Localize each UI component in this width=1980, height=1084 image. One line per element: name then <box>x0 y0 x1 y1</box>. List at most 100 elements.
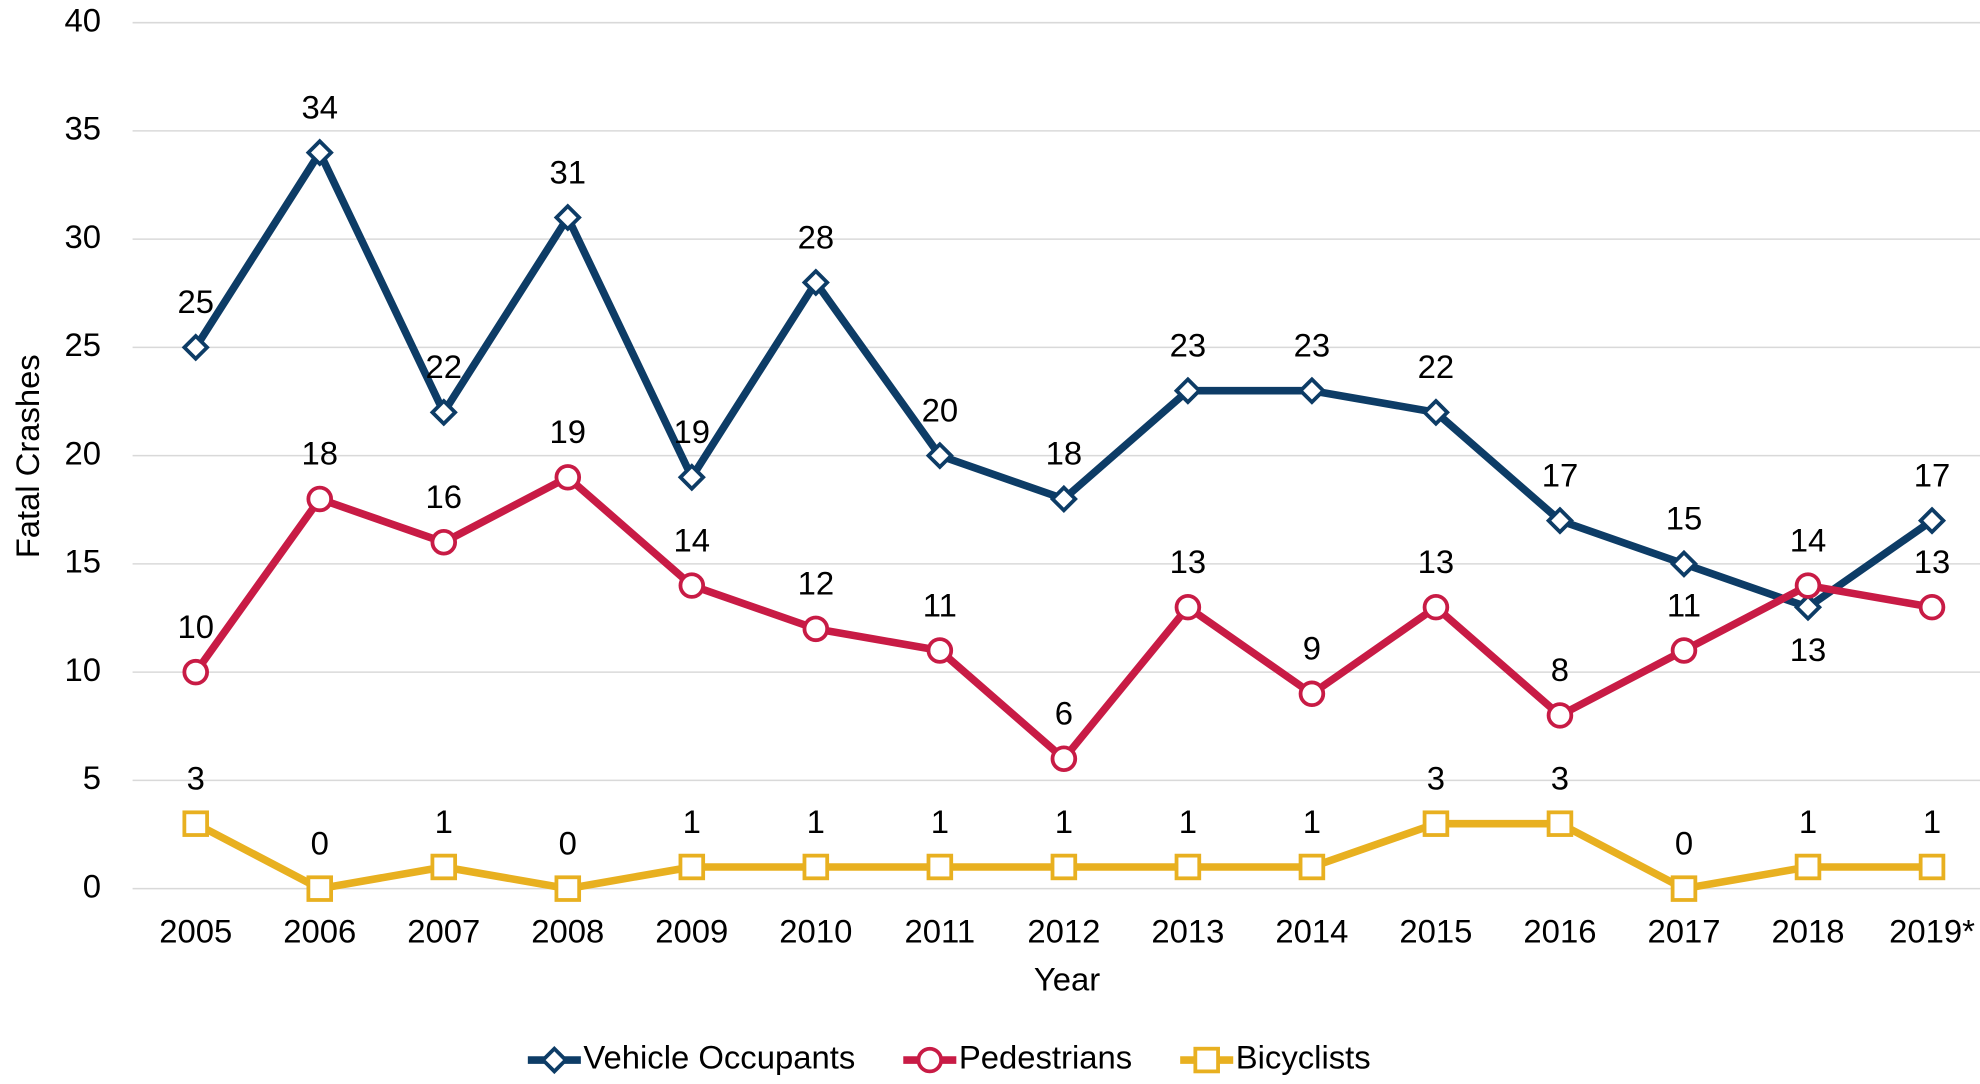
data-label: 11 <box>923 586 957 623</box>
marker <box>182 810 209 837</box>
marker <box>182 658 209 686</box>
legend-label: Pedestrians <box>959 1039 1132 1076</box>
data-label: 15 <box>1666 500 1703 537</box>
data-label: 3 <box>1551 760 1569 797</box>
data-label: 19 <box>550 413 587 450</box>
marker <box>926 853 954 881</box>
x-tick-label: 2019* <box>1889 913 1975 950</box>
y-tick-label: 35 <box>65 110 102 147</box>
data-label: 17 <box>1542 456 1579 493</box>
marker <box>1918 853 1946 881</box>
data-label: 22 <box>426 348 463 385</box>
y-tick-label: 20 <box>65 434 102 471</box>
data-label: 31 <box>550 153 587 190</box>
legend-item: Bicyclists <box>1180 1039 1371 1076</box>
marker <box>1173 376 1202 405</box>
legend-label: Vehicle Occupants <box>583 1039 855 1076</box>
data-label: 22 <box>1418 348 1455 385</box>
legend-item: Vehicle Occupants <box>527 1039 855 1076</box>
data-label: 12 <box>798 565 835 602</box>
legend-marker <box>540 1046 569 1075</box>
marker <box>1049 484 1078 513</box>
data-label: 0 <box>311 824 329 861</box>
y-axis-title: Fatal Crashes <box>9 354 46 558</box>
y-tick-label: 30 <box>65 218 102 255</box>
marker <box>305 138 334 167</box>
marker <box>553 203 582 232</box>
marker <box>1669 549 1699 578</box>
data-label: 20 <box>922 391 959 428</box>
data-label: 1 <box>931 803 949 840</box>
marker <box>430 853 458 881</box>
marker <box>1174 593 1202 621</box>
marker <box>1793 593 1823 622</box>
data-label: 1 <box>683 803 701 840</box>
marker <box>429 398 458 427</box>
data-label: 23 <box>1170 327 1207 364</box>
marker <box>677 463 706 492</box>
data-label: 13 <box>1790 631 1827 668</box>
marker <box>1546 810 1574 837</box>
x-tick-label: 2012 <box>1027 913 1100 950</box>
x-tick-label: 2016 <box>1523 913 1596 950</box>
marker <box>430 529 458 556</box>
data-label: 1 <box>807 803 825 840</box>
marker <box>1917 506 1947 535</box>
data-label: 28 <box>798 218 835 255</box>
x-tick-label: 2014 <box>1275 913 1348 950</box>
x-tick-label: 2015 <box>1399 913 1472 950</box>
x-tick-label: 2013 <box>1151 913 1224 950</box>
data-label: 1 <box>1179 803 1197 840</box>
x-tick-label: 2008 <box>531 913 604 950</box>
data-label: 8 <box>1551 651 1569 688</box>
data-label: 1 <box>1799 803 1817 840</box>
y-tick-label: 15 <box>65 543 102 580</box>
data-label: 0 <box>559 824 577 861</box>
marker <box>1174 853 1202 881</box>
marker <box>1422 810 1450 837</box>
marker <box>554 875 582 902</box>
data-label: 14 <box>674 521 711 558</box>
data-label: 13 <box>1418 543 1455 580</box>
data-label: 6 <box>1055 695 1073 732</box>
data-label: 13 <box>1914 543 1951 580</box>
x-axis-title: Year <box>1034 961 1100 998</box>
marker <box>678 853 706 881</box>
marker <box>1050 853 1078 881</box>
y-tick-label: 5 <box>83 759 101 796</box>
data-label: 1 <box>435 803 453 840</box>
marker <box>1918 593 1946 621</box>
data-label: 17 <box>1914 456 1951 493</box>
data-label: 16 <box>426 478 463 515</box>
data-label: 1 <box>1923 803 1941 840</box>
data-label: 10 <box>177 608 214 645</box>
y-tick-label: 10 <box>65 651 102 688</box>
x-tick-label: 2005 <box>159 913 232 950</box>
data-label: 0 <box>1675 824 1693 861</box>
x-tick-label: 2009 <box>655 913 728 950</box>
marker <box>802 615 830 643</box>
marker <box>1545 506 1575 535</box>
marker <box>306 875 334 902</box>
marker <box>1421 398 1450 427</box>
marker <box>1298 680 1326 708</box>
data-label: 3 <box>1427 760 1445 797</box>
data-label: 9 <box>1303 630 1321 667</box>
marker <box>306 485 334 513</box>
marker <box>1670 637 1698 664</box>
marker <box>1794 853 1822 881</box>
x-tick-label: 2018 <box>1771 913 1844 950</box>
marker <box>1794 572 1822 599</box>
marker <box>802 853 830 881</box>
marker <box>925 441 954 470</box>
legend-label: Bicyclists <box>1236 1039 1371 1076</box>
data-label: 23 <box>1294 327 1331 364</box>
x-tick-label: 2017 <box>1647 913 1720 950</box>
y-tick-label: 25 <box>65 326 102 363</box>
marker <box>801 268 830 297</box>
y-tick-label: 0 <box>83 867 101 904</box>
data-label: 11 <box>1667 586 1701 623</box>
data-label: 18 <box>1046 435 1083 472</box>
data-label: 25 <box>177 283 214 320</box>
y-tick-label: 40 <box>65 1 102 38</box>
